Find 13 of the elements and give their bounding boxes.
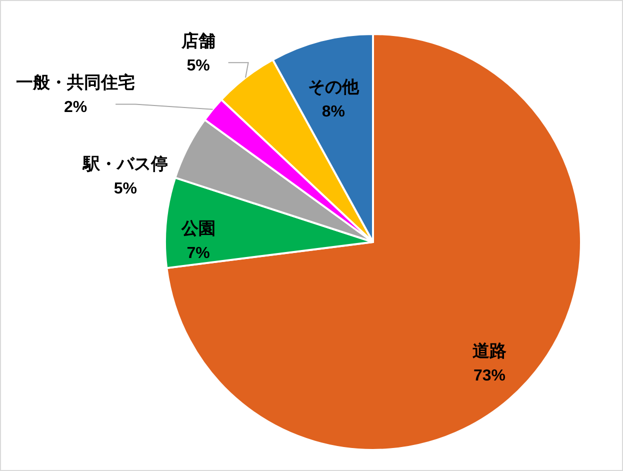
- slice-label: 店舗: [180, 32, 216, 52]
- data-label: 2%: [64, 99, 88, 116]
- slice-label: 駅・バス停: [82, 154, 168, 174]
- pie-slice: [166, 33, 582, 451]
- data-label: 7%: [186, 244, 210, 262]
- slice-label: 公園: [180, 218, 216, 239]
- slice-label: 道路: [472, 342, 506, 362]
- data-label: 8%: [322, 103, 346, 120]
- slice-label: その他: [308, 77, 360, 98]
- data-label: 5%: [186, 58, 210, 75]
- slice-label: 一般・共同住宅: [16, 73, 136, 94]
- data-label: 73%: [473, 368, 506, 385]
- data-label: 5%: [114, 180, 138, 198]
